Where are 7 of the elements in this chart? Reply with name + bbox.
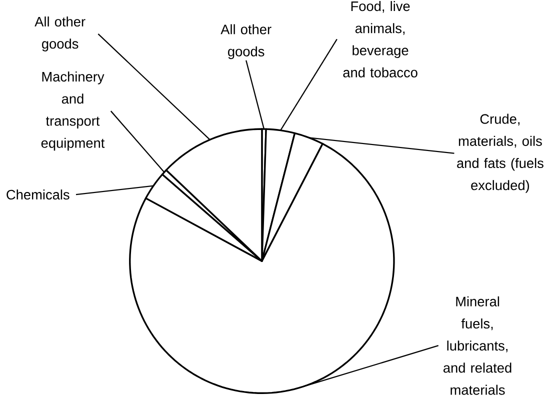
slice-label: Food, live animals, beverage and tobacco	[343, 1, 418, 78]
slice-label: Mineral fuels, lubricants, and related materials	[443, 296, 512, 395]
slice-label: Chemicals	[6, 190, 70, 200]
slice-label: Machinery and transport equipment	[41, 72, 105, 151]
slice-label: All other goods	[34, 16, 86, 52]
slice-label: Crude, materials, oils and fats (fuels excluded)	[457, 114, 544, 193]
slice-label: All other goods	[220, 24, 272, 60]
